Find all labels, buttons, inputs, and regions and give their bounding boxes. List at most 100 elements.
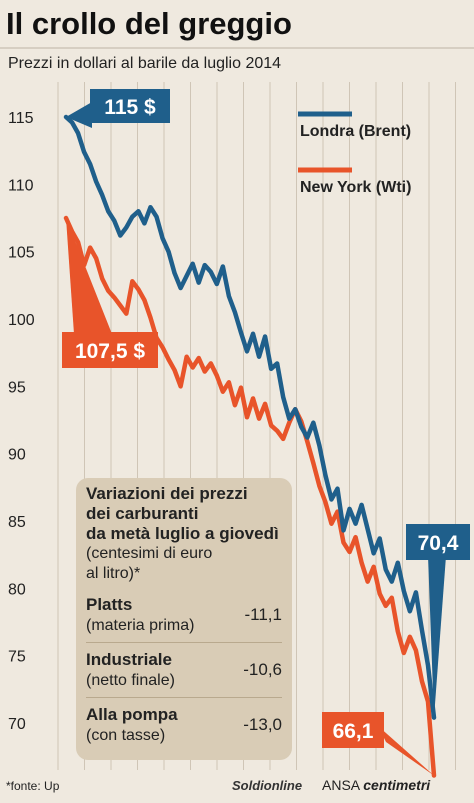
box-subtitle-line: al litro)* <box>86 565 141 582</box>
chart-subtitle: Prezzi in dollari al barile da luglio 20… <box>8 55 281 72</box>
data-point <box>143 222 146 224</box>
data-point <box>312 422 314 424</box>
data-point <box>161 237 164 239</box>
data-point <box>421 629 423 631</box>
data-point <box>95 181 97 183</box>
data-point <box>385 568 387 571</box>
data-point <box>373 552 375 554</box>
data-point <box>113 220 115 222</box>
row-desc: (materia prima) <box>86 616 195 634</box>
data-point <box>373 566 375 568</box>
data-point <box>228 381 230 383</box>
data-point <box>119 234 121 237</box>
data-point <box>210 362 212 365</box>
box-subtitle-line: (centesimi di euro <box>86 545 213 562</box>
data-point <box>137 210 139 212</box>
data-point <box>336 488 339 490</box>
data-point <box>192 263 194 265</box>
data-point <box>240 331 242 334</box>
fuel-price-table: Platts (materia prima) -11,1 Industriale… <box>86 588 282 752</box>
ansa-centimetri-credit: ANSA centimetri <box>322 777 430 793</box>
data-point <box>107 210 109 212</box>
data-point <box>119 304 121 307</box>
row-value: -11,1 <box>226 588 282 643</box>
data-point <box>403 590 405 592</box>
data-point <box>433 717 435 719</box>
y-tick-label: 80 <box>8 581 26 598</box>
callout-box <box>90 89 170 123</box>
y-tick-label: 95 <box>8 379 26 396</box>
data-point <box>415 591 417 593</box>
wti-start-label: 107,5 $ <box>75 340 145 363</box>
legend-label: New York (Wti) <box>300 179 411 196</box>
data-point <box>282 438 284 440</box>
data-point <box>204 370 206 373</box>
data-point <box>288 422 290 424</box>
data-point <box>131 280 133 282</box>
data-point <box>336 510 339 513</box>
data-point <box>222 391 224 393</box>
data-point <box>342 541 345 544</box>
data-point <box>415 649 417 651</box>
data-point <box>276 362 278 365</box>
data-point <box>385 605 387 607</box>
y-tick-label: 105 <box>8 245 35 262</box>
data-point <box>198 357 200 359</box>
data-point <box>216 283 218 285</box>
data-point <box>222 265 224 268</box>
data-point <box>306 436 308 439</box>
callout-pointer <box>66 218 112 334</box>
data-point <box>77 241 79 243</box>
callout-box <box>62 332 158 368</box>
ansa-logo: ANSA <box>322 777 360 793</box>
chart-title: Il crollo del greggio <box>6 6 292 41</box>
legend: Londra (Brent) New York (Wti) <box>298 111 411 196</box>
data-point <box>330 523 333 525</box>
data-point <box>186 275 188 277</box>
callouts: 115 $ 107,5 $ 70,4 66,1 <box>62 89 470 776</box>
data-point <box>427 664 429 666</box>
box-title-line: dei carburanti <box>86 504 199 523</box>
callout-box <box>322 712 384 748</box>
series-wti <box>63 215 437 778</box>
data-point <box>391 581 393 583</box>
data-point <box>167 358 170 360</box>
y-tick-label: 100 <box>8 312 35 329</box>
data-point <box>409 636 411 638</box>
data-point <box>240 387 242 389</box>
data-point <box>361 562 363 564</box>
data-point <box>149 317 152 319</box>
callout-pointer <box>378 726 434 776</box>
callout-pointer <box>428 556 446 718</box>
data-point <box>354 536 357 538</box>
data-point <box>294 408 296 410</box>
data-point <box>288 418 290 420</box>
data-point <box>342 529 345 532</box>
data-point <box>228 295 230 297</box>
data-point <box>198 282 200 284</box>
data-point <box>77 132 79 134</box>
row-desc: (con tasse) <box>86 726 166 744</box>
y-tick-label: 70 <box>8 716 26 733</box>
data-point <box>403 652 405 654</box>
box-title-line: da metà luglio a giovedì <box>86 524 279 543</box>
data-point <box>101 194 103 196</box>
data-point <box>149 206 152 208</box>
data-point <box>270 368 272 370</box>
data-point <box>161 346 164 348</box>
y-tick-label: 85 <box>8 514 26 531</box>
data-point <box>361 504 363 506</box>
data-point <box>367 581 369 583</box>
centimetri-logo: centimetri <box>363 777 431 793</box>
data-point <box>167 251 170 253</box>
data-point <box>306 440 308 443</box>
data-point <box>264 335 266 338</box>
data-point <box>143 299 146 301</box>
data-point <box>367 528 369 530</box>
table-row: Alla pompa (con tasse) -13,0 <box>86 698 282 753</box>
data-point <box>391 597 393 599</box>
row-value: -10,6 <box>226 642 282 698</box>
series-brent <box>63 114 437 720</box>
data-point <box>379 537 381 540</box>
